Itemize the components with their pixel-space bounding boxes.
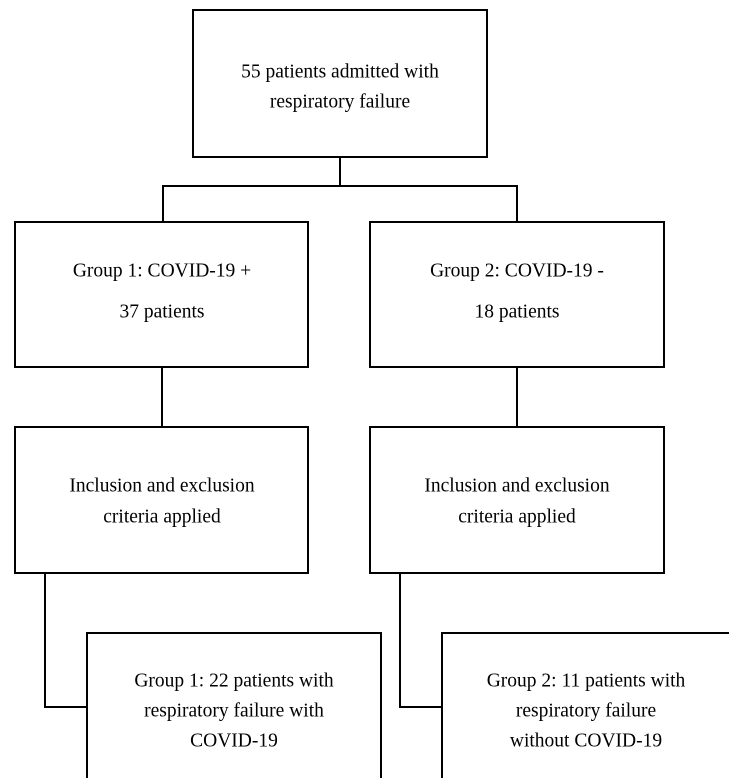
node-label: 55 patients admitted with [241,61,439,82]
box [192,9,488,158]
node-label: 37 patients [119,301,204,322]
box [369,426,665,574]
node-label: without COVID-19 [510,730,662,751]
node-label: Inclusion and exclusion [424,475,609,496]
box [369,221,665,368]
labels: 55 patients admitted with respiratory fai… [69,61,685,751]
box [14,221,309,368]
node-label: respiratory failure [516,700,656,721]
node-label: Group 1: COVID-19 + [73,260,251,281]
node-label: respiratory failure [270,91,410,112]
node-label: Group 2: COVID-19 - [430,260,604,281]
node-label: COVID-19 [190,730,278,751]
box [441,632,729,778]
node-label: respiratory failure with [144,700,324,721]
box [86,632,382,778]
node-label: Group 2: 11 patients with [487,670,686,691]
node-label: Group 1: 22 patients with [134,670,334,691]
node-label: Inclusion and exclusion [69,475,254,496]
node-label: 18 patients [474,301,559,322]
node-label: criteria applied [458,506,576,527]
box [14,426,309,574]
node-label: criteria applied [103,506,221,527]
